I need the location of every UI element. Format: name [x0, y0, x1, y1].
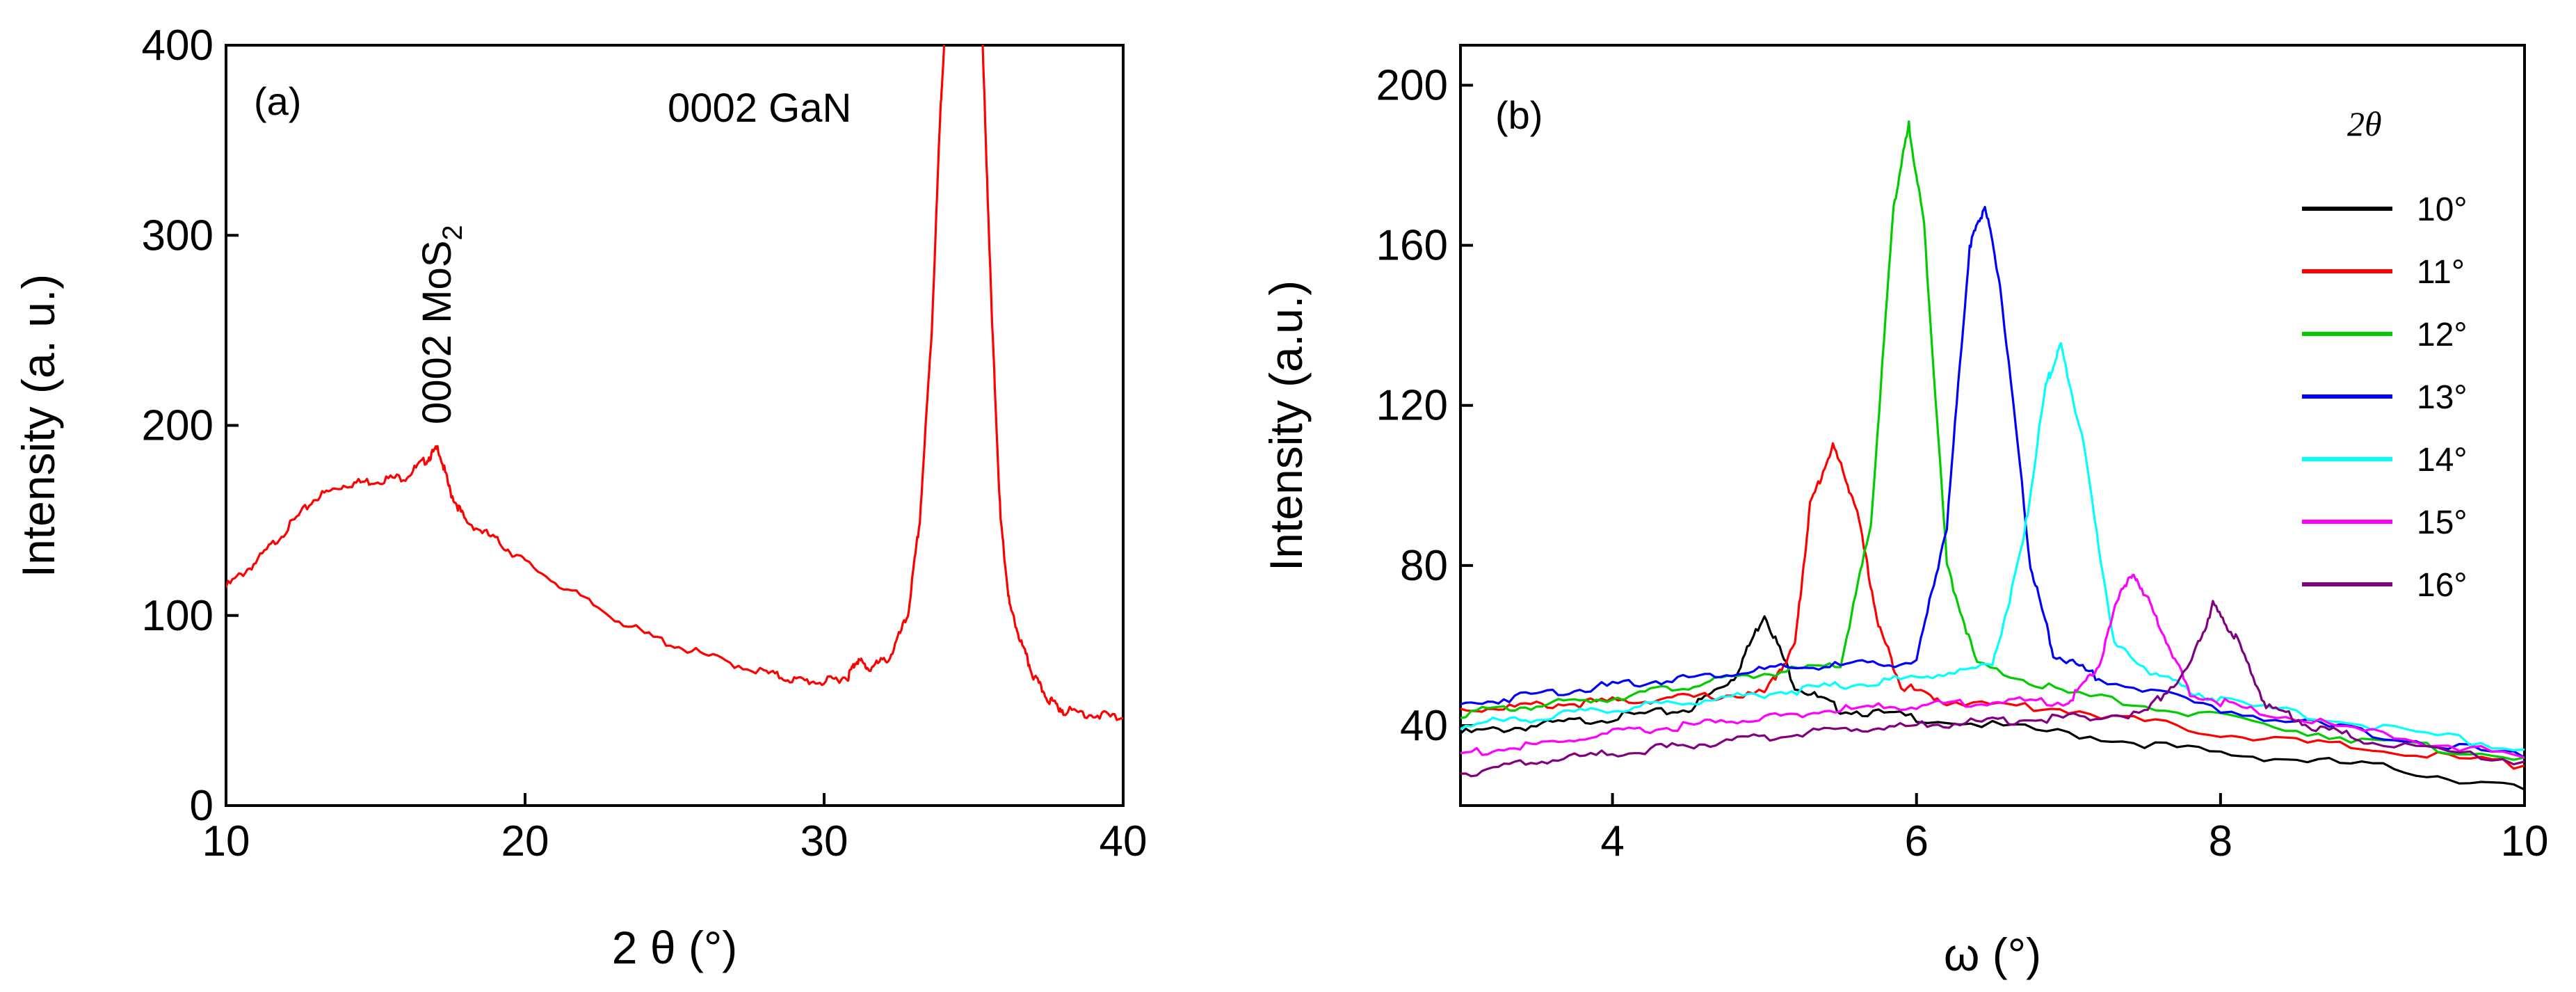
panel-label-b: (b) — [1495, 93, 1543, 137]
series-group-a — [226, 45, 1123, 721]
mos2-annotation: 0002 MoS2 — [414, 225, 468, 424]
y-tick-label: 100 — [142, 592, 214, 640]
series-group-b — [1460, 120, 2525, 791]
legend: 2θ 10° 11° 12° 13° 14° 15° 16° — [2302, 104, 2468, 604]
series-line-b-0 — [1460, 615, 2525, 791]
y-axis-title-b: Intensity (a.u.) — [1260, 280, 1312, 571]
legend-label: 13° — [2417, 379, 2468, 416]
y-tick-label: 200 — [142, 402, 214, 450]
legend-label: 16° — [2417, 567, 2468, 604]
series-line-a-0 — [226, 45, 1123, 721]
legend-title: 2θ — [2347, 104, 2382, 143]
x-tick-label: 10 — [2501, 817, 2549, 865]
y-tick-label: 400 — [142, 22, 214, 70]
y-tick-label: 200 — [1376, 62, 1448, 110]
x-tick-label: 6 — [1904, 817, 1928, 865]
y-tick-label: 300 — [142, 211, 214, 259]
legend-label: 15° — [2417, 504, 2468, 541]
ticks-b: 4 6 8 10 40 80 120 160 200 — [1376, 62, 2549, 865]
y-tick-label: 120 — [1376, 382, 1448, 430]
y-tick-label: 160 — [1376, 222, 1448, 270]
series-line-b-1 — [1460, 442, 2525, 770]
y-axis-title-a: Intensity (a. u.) — [13, 274, 64, 578]
gan-annotation: 0002 GaN — [668, 86, 851, 131]
x-tick-label: 40 — [1100, 817, 1148, 865]
panel-b: (b) ω (°) Intensity (a.u.) 4 6 8 10 40 80 120 1… — [1260, 44, 2549, 980]
panel-label-a: (a) — [254, 79, 301, 123]
series-line-b-5 — [1460, 573, 2525, 759]
y-tick-label: 40 — [1400, 702, 1448, 750]
plot-frame-b — [1459, 44, 2526, 807]
legend-label: 11° — [2417, 254, 2465, 291]
series-line-b-2 — [1460, 120, 2525, 761]
x-tick-label: 8 — [2209, 817, 2232, 865]
x-tick-label: 4 — [1600, 817, 1624, 865]
x-tick-label: 10 — [202, 817, 250, 865]
series-line-b-3 — [1460, 206, 2525, 759]
series-line-b-6 — [1460, 600, 2525, 778]
x-axis-title-b: ω (°) — [1944, 929, 2041, 980]
y-tick-label: 0 — [190, 782, 214, 830]
panel-a: (a) 0002 GaN 0002 MoS2 2 θ (°) Intensity… — [13, 22, 1148, 973]
y-tick-label: 80 — [1400, 542, 1448, 590]
plot-frame-a — [225, 44, 1125, 807]
series-line-b-4 — [1460, 342, 2525, 752]
legend-label: 14° — [2417, 442, 2468, 479]
legend-label: 10° — [2417, 191, 2468, 228]
legend-label: 12° — [2417, 317, 2468, 353]
x-tick-label: 20 — [501, 817, 549, 865]
x-axis-title-a: 2 θ (°) — [612, 922, 737, 973]
x-tick-label: 30 — [800, 817, 848, 865]
